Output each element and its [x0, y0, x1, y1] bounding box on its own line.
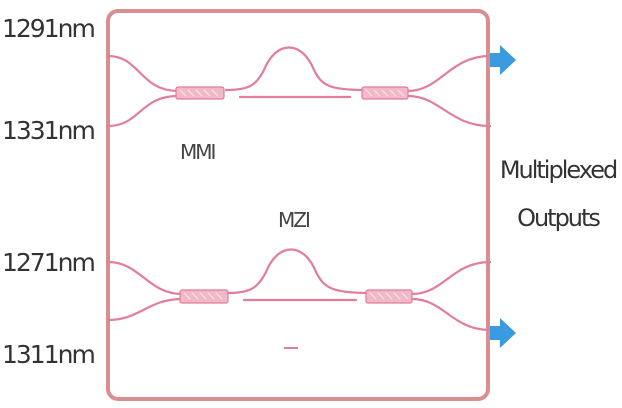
waveguide-output-top-a — [406, 54, 492, 93]
waveguide-output-bottom-a — [410, 260, 492, 296]
input-wavelength-label: 1311nm — [2, 340, 96, 369]
photonic-chip-outline — [106, 9, 490, 401]
waveguide-input-1331nm — [106, 94, 180, 128]
output-label-line1: Multiplexed — [499, 156, 618, 184]
waveguide-input-1291nm — [106, 54, 180, 93]
waveguide-mzi-upper-arm-bottom — [226, 248, 372, 295]
input-wavelength-label: 1291nm — [2, 14, 96, 43]
input-wavelength-label: 1271nm — [2, 248, 96, 277]
mzi-label: MZI — [278, 208, 311, 232]
waveguide-input-1311nm — [106, 297, 184, 322]
right-arrow-icon — [490, 318, 516, 348]
mmi-label: MMI — [180, 140, 216, 164]
input-wavelength-label: 1331nm — [2, 116, 96, 145]
waveguide-input-1271nm — [106, 260, 184, 296]
right-arrow-icon — [490, 45, 516, 75]
waveguide-mzi-upper-arm-top — [224, 46, 368, 92]
waveguide-output-top-b — [406, 94, 492, 128]
output-label-line2: Outputs — [517, 204, 601, 232]
waveguide-output-bottom-b — [410, 297, 492, 332]
